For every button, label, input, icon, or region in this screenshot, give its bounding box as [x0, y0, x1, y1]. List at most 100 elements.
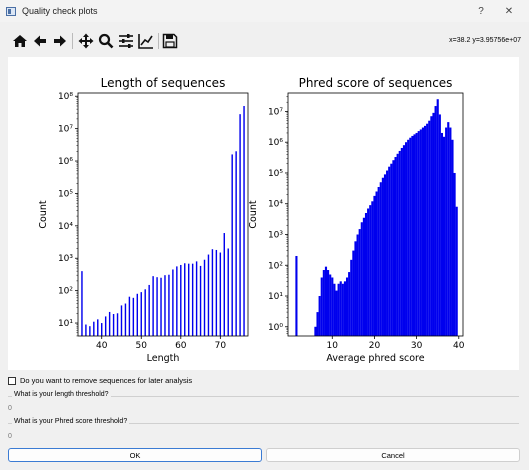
chart2-ytick-label: 10⁶: [268, 138, 283, 148]
help-button[interactable]: ?: [478, 5, 484, 17]
chart2-bar: [440, 132, 444, 336]
chart1-bar: [195, 261, 198, 336]
chart2-bar: [417, 131, 420, 336]
chart1-bar: [124, 303, 127, 336]
chart2-xlabel: Average phred score: [326, 353, 424, 364]
chart1-bar: [144, 289, 146, 336]
matplotlib-toolbar: x=38.2 y=3.95756e+07: [0, 28, 529, 54]
chart2-bar: [445, 127, 448, 336]
chart2-bar: [367, 208, 370, 336]
chart1-bar: [85, 324, 87, 336]
chart1-bar: [184, 263, 186, 336]
chart2-ytick-label: 10⁰: [268, 323, 283, 333]
title-bar: Quality check plots ? ✕: [0, 0, 529, 22]
remove-sequences-checkbox[interactable]: [8, 376, 16, 385]
axes-icon[interactable]: [136, 31, 156, 51]
chart2-bar: [335, 290, 338, 336]
chart2-bar: [453, 172, 456, 336]
chart2-bar: [415, 132, 418, 336]
chart2-bar: [364, 212, 368, 336]
chart2-bar: [316, 312, 319, 336]
chart1-bar: [243, 105, 245, 336]
chart1-bar: [172, 269, 174, 336]
chart2-xtick-label: 10: [327, 341, 339, 351]
chart1-bar: [120, 305, 123, 336]
chart1-bar: [211, 249, 214, 336]
chart2-ylabel: Count: [248, 200, 259, 228]
chart2-ytick-label: 10⁵: [268, 169, 283, 179]
chart2-bar: [413, 134, 416, 336]
back-icon[interactable]: [30, 31, 50, 51]
chart2-ytick-label: 10¹: [268, 292, 283, 302]
chart2-bar: [447, 122, 450, 336]
chart2-bar: [396, 153, 399, 336]
window-title: Quality check plots: [22, 6, 98, 16]
chart1-bar: [152, 276, 154, 336]
chart2-bar: [379, 182, 382, 336]
chart2-bar: [442, 136, 446, 336]
save-icon[interactable]: [160, 31, 180, 51]
chart1-ytick-label: 10³: [58, 254, 73, 264]
chart1-bar: [81, 271, 83, 336]
chart1-bar: [180, 264, 182, 336]
pan-icon[interactable]: [76, 31, 96, 51]
chart2-bar: [333, 283, 336, 336]
chart2-bar: [381, 177, 384, 336]
home-icon[interactable]: [10, 31, 30, 51]
length-threshold-title: What is your length threshold?: [12, 391, 111, 398]
remove-sequences-label: Do you want to remove sequences for late…: [20, 376, 193, 385]
chart2-bar: [358, 229, 361, 336]
chart1-axes-frame: [77, 92, 249, 337]
chart2-bar: [400, 147, 403, 336]
chart2-bar: [345, 277, 349, 336]
chart1-xtick-label: 40: [96, 341, 108, 351]
cancel-button[interactable]: Cancel: [266, 448, 520, 462]
chart2-bar: [352, 250, 355, 336]
chart2-bar: [318, 296, 321, 336]
chart1-ytick-label: 10²: [58, 287, 73, 297]
subplots-icon[interactable]: [116, 31, 136, 51]
chart2-ytick-label: 10²: [268, 261, 283, 271]
chart1-bar: [227, 248, 229, 336]
chart2-bar: [348, 272, 351, 336]
chart1-bar: [140, 292, 142, 336]
chart2-bar: [343, 281, 347, 336]
chart2-bar: [392, 160, 395, 336]
close-button[interactable]: ✕: [504, 5, 514, 17]
chart1-ytick-label: 10⁸: [58, 92, 73, 102]
remove-sequences-row[interactable]: Do you want to remove sequences for late…: [8, 376, 192, 385]
chart1-bar: [187, 263, 190, 336]
chart1-ytick-label: 10⁵: [58, 189, 73, 199]
chart1-title: Length of sequences: [101, 76, 226, 90]
chart1-ytick-label: 10⁷: [58, 125, 73, 135]
chart2-bar: [369, 205, 372, 336]
cursor-coordinates: x=38.2 y=3.95756e+07: [449, 37, 521, 44]
chart1-bar: [101, 323, 103, 336]
chart1-bar: [93, 321, 95, 336]
forward-icon[interactable]: [50, 31, 70, 51]
zoom-icon[interactable]: [96, 31, 116, 51]
length-threshold-value[interactable]: 0: [8, 405, 12, 412]
phred-threshold-title: What is your Phred score threshold?: [12, 418, 130, 425]
figure-canvas[interactable]: 40 50 60 70 10¹ 10² 10³ 10⁴ 10⁵ 10⁶ 10⁷ 10⁸ Length o…: [8, 57, 519, 370]
chart1-bar: [203, 259, 206, 336]
chart2-bar: [388, 166, 391, 336]
ok-button[interactable]: OK: [8, 448, 262, 462]
chart2-bar: [428, 120, 431, 336]
chart1-ylabel: Count: [38, 200, 49, 228]
chart2-bar: [449, 127, 452, 336]
chart2-bar: [331, 277, 334, 336]
phred-threshold-value[interactable]: 0: [8, 433, 12, 440]
chart2-bar: [314, 326, 317, 336]
chart2-axes-frame: [287, 92, 464, 337]
chart1-ytick-label: 10⁴: [58, 222, 73, 232]
chart1-bar: [191, 263, 194, 336]
chart1-xtick-label: 50: [136, 341, 148, 351]
chart2-bar: [322, 270, 325, 336]
chart2-bar: [390, 163, 393, 336]
chart2-bar: [438, 114, 441, 336]
chart1-bar: [207, 254, 210, 336]
chart2-ytick-label: 10³: [268, 230, 283, 240]
chart2-bar: [451, 139, 454, 336]
chart2-bar: [432, 112, 435, 336]
